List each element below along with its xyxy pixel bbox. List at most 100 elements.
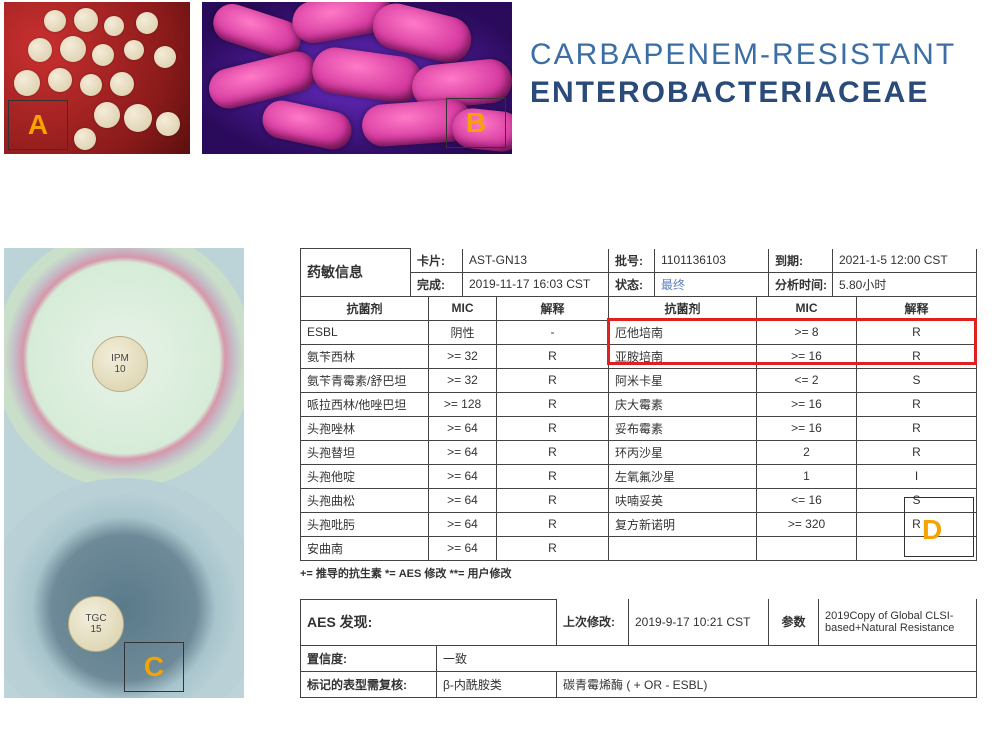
lot-val: 1101136103: [655, 249, 769, 273]
footnote: += 推导的抗生素 *= AES 修改 **= 用户修改: [300, 565, 976, 581]
cell: R: [497, 440, 609, 464]
cell: 头孢他啶: [301, 464, 429, 488]
state-label: 状态:: [609, 272, 655, 296]
col-mic2: MIC: [757, 297, 857, 321]
cell: R: [497, 368, 609, 392]
cell: 头孢吡肟: [301, 512, 429, 536]
disk-ipm: IPM 10: [92, 336, 148, 392]
cell: I: [857, 464, 977, 488]
cell: 哌拉西林/他唑巴坦: [301, 392, 429, 416]
cell: 复方新诺明: [609, 512, 757, 536]
disk-tgc-num: 15: [90, 624, 101, 635]
cell: [757, 536, 857, 560]
col-agent: 抗菌剂: [301, 297, 429, 321]
aes-param-label: 参数: [769, 599, 819, 645]
table-row: 头孢他啶>= 64R左氧氟沙星1I: [301, 464, 977, 488]
disk-ipm-num: 10: [114, 364, 125, 375]
panel-a-letter: A: [28, 109, 48, 141]
card-val: AST-GN13: [463, 249, 609, 273]
cell: R: [497, 392, 609, 416]
cell: >= 8: [757, 320, 857, 344]
col-agent2: 抗菌剂: [609, 297, 757, 321]
cell: -: [497, 320, 609, 344]
cell: 头孢曲松: [301, 488, 429, 512]
table-row: 氨苄青霉素/舒巴坦>= 32R阿米卡星<= 2S: [301, 368, 977, 392]
cell: >= 320: [757, 512, 857, 536]
panel-a-label-box: A: [8, 100, 68, 150]
table-row: 哌拉西林/他唑巴坦>= 128R庆大霉素>= 16R: [301, 392, 977, 416]
cell: [609, 536, 757, 560]
cell: 氨苄青霉素/舒巴坦: [301, 368, 429, 392]
title-block: CARBAPENEM-RESISTANT ENTEROBACTERIACEAE: [530, 38, 956, 110]
ast-table-wrap: 药敏信息 卡片: AST-GN13 批号: 1101136103 到期: 202…: [300, 248, 976, 698]
aes-conf-val: 一致: [437, 645, 977, 671]
cell: S: [857, 368, 977, 392]
table-row: ESBL阴性-厄他培南>= 8R: [301, 320, 977, 344]
aes-param-val: 2019Copy of Global CLSI-based+Natural Re…: [819, 599, 977, 645]
card-label: 卡片:: [411, 249, 463, 273]
cell: >= 64: [429, 488, 497, 512]
col-interp: 解释: [497, 297, 609, 321]
table-row: 头孢曲松>= 64R呋喃妥英<= 16S: [301, 488, 977, 512]
cell: 呋喃妥英: [609, 488, 757, 512]
cell: >= 16: [757, 416, 857, 440]
cell: R: [857, 416, 977, 440]
aes-table: AES 发现: 上次修改: 2019-9-17 10:21 CST 参数 201…: [300, 599, 977, 698]
cell: R: [857, 344, 977, 368]
time-label: 分析时间:: [769, 272, 833, 296]
cell: R: [497, 344, 609, 368]
cell: 安曲南: [301, 536, 429, 560]
state-val: 最终: [655, 272, 769, 296]
aes-recheck-label: 标记的表型需复核:: [301, 671, 437, 697]
cell: 左氧氟沙星: [609, 464, 757, 488]
cell: >= 64: [429, 536, 497, 560]
panel-b-letter: B: [466, 107, 486, 139]
cell: <= 2: [757, 368, 857, 392]
aes-lastmod-label: 上次修改:: [557, 599, 629, 645]
panel-a-blood-agar: A: [4, 2, 190, 154]
cell: 环丙沙星: [609, 440, 757, 464]
done-label: 完成:: [411, 272, 463, 296]
ast-header-table: 药敏信息 卡片: AST-GN13 批号: 1101136103 到期: 202…: [300, 248, 977, 297]
cell: 阿米卡星: [609, 368, 757, 392]
cell: R: [857, 320, 977, 344]
cell: R: [497, 512, 609, 536]
time-val: 5.80小时: [833, 272, 977, 296]
hdr-title: 药敏信息: [301, 249, 411, 297]
panel-c-label-box: C: [124, 642, 184, 692]
cell: 阴性: [429, 320, 497, 344]
panel-b-label-box: B: [446, 98, 506, 148]
table-row: 头孢替坦>= 64R环丙沙星2R: [301, 440, 977, 464]
panel-d-letter: D: [922, 514, 942, 546]
cell: >= 64: [429, 512, 497, 536]
cell: R: [497, 416, 609, 440]
cell: 氨苄西林: [301, 344, 429, 368]
lot-label: 批号:: [609, 249, 655, 273]
cell: 1: [757, 464, 857, 488]
cell: 妥布霉素: [609, 416, 757, 440]
cell: >= 64: [429, 440, 497, 464]
cell: R: [857, 440, 977, 464]
title-line1: CARBAPENEM-RESISTANT: [530, 38, 956, 72]
cell: >= 16: [757, 392, 857, 416]
title-line2: ENTEROBACTERIACEAE: [530, 76, 956, 110]
exp-val: 2021-1-5 12:00 CST: [833, 249, 977, 273]
table-row: 安曲南>= 64R: [301, 536, 977, 560]
cell: >= 64: [429, 464, 497, 488]
panel-c-disk-diffusion: IPM 10 TGC 15 C: [4, 248, 244, 698]
panel-b-bacteria: B: [202, 2, 512, 154]
aes-recheck-v2: 碳青霉烯酶 ( + OR - ESBL): [557, 671, 977, 697]
cell: 庆大霉素: [609, 392, 757, 416]
disk-tgc-code: TGC: [85, 613, 106, 624]
cell: 2: [757, 440, 857, 464]
cell: ESBL: [301, 320, 429, 344]
ast-data-table: 抗菌剂 MIC 解释 抗菌剂 MIC 解释 ESBL阴性-厄他培南>= 8R氨苄…: [300, 297, 977, 561]
cell: >= 64: [429, 416, 497, 440]
table-row: 头孢吡肟>= 64R复方新诺明>= 320R: [301, 512, 977, 536]
aes-conf-label: 置信度:: [301, 645, 437, 671]
done-val: 2019-11-17 16:03 CST: [463, 272, 609, 296]
table-row: 氨苄西林>= 32R亚胺培南>= 16R: [301, 344, 977, 368]
cell: R: [497, 536, 609, 560]
cell: R: [857, 392, 977, 416]
aes-title: AES 发现:: [301, 599, 557, 645]
